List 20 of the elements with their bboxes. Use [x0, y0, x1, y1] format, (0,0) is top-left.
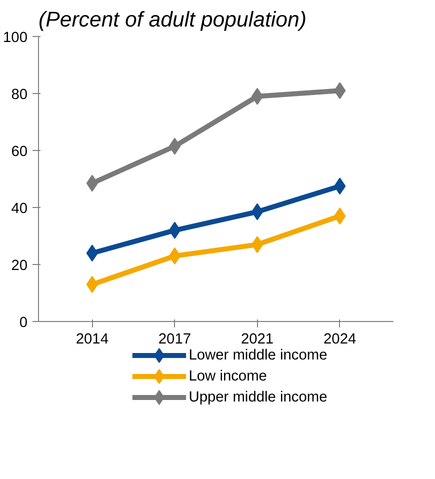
legend-label: Low income [188, 368, 267, 384]
y-tick-label: 80 [11, 87, 28, 103]
legend-label: Lower middle income [188, 348, 328, 364]
point [168, 222, 181, 239]
chart-title: (Percent of adult population) [38, 8, 306, 32]
y-tick-label: 0 [19, 315, 28, 331]
x-tick-label: 2017 [158, 332, 192, 348]
point [168, 247, 181, 264]
x-tick-label: 2024 [324, 332, 356, 348]
y-tick-label: 60 [11, 144, 28, 160]
point [251, 236, 264, 254]
x-tick-label: 2021 [240, 332, 274, 348]
y-tick-label: 100 [3, 30, 28, 46]
y-tick-label: 20 [11, 258, 28, 274]
x-tick-label: 2014 [76, 332, 108, 348]
point [168, 138, 181, 155]
point [251, 88, 264, 105]
y-tick-label: 40 [11, 201, 28, 217]
point [251, 203, 264, 220]
legend-label: Upper middle income [188, 390, 328, 406]
